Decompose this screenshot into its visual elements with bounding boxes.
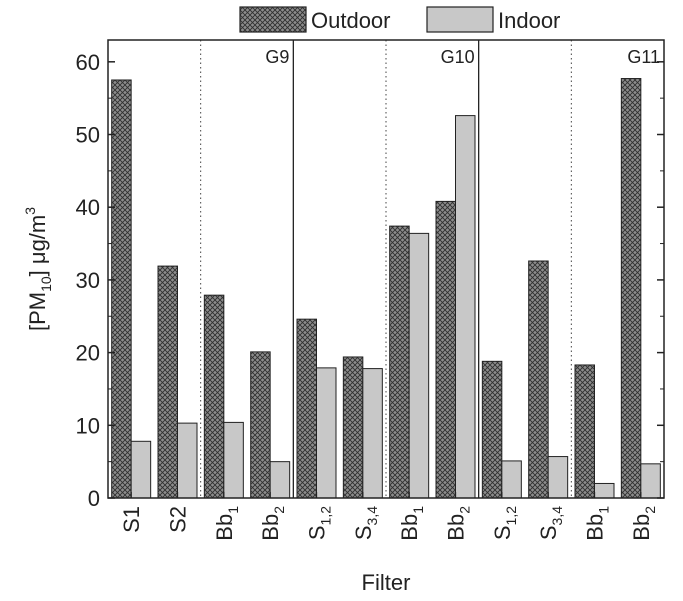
bar-outdoor-1 (157, 265, 178, 499)
y-axis: 0 10 20 30 40 50 60 (76, 50, 664, 511)
bar-indoor-9 (547, 456, 569, 499)
x-tick-label-1: S2 (166, 506, 191, 533)
legend-label-outdoor: Outdoor (311, 8, 391, 33)
x-tick-label-4: S1,2 (305, 506, 334, 540)
y-tick-label-10: 10 (76, 413, 100, 438)
y-axis-title: [PM10] μg/m3 (22, 207, 54, 331)
plot-frame (107, 39, 665, 499)
y-tick-label-60: 60 (76, 50, 100, 75)
x-tick-label-10: Bb1 (583, 506, 612, 541)
bar-outdoor-5 (342, 356, 364, 499)
y-axis-title-base: [PM (25, 292, 50, 331)
x-axis-title: Filter (362, 570, 411, 595)
bar-outdoor-2 (203, 294, 225, 499)
bar-outdoor-3 (250, 351, 271, 499)
x-tick-label-2: Bb1 (212, 506, 241, 541)
x-tick-label-7: Bb2 (444, 506, 473, 541)
y-axis-title-sub: 10 (38, 276, 54, 292)
bar-indoor-7 (455, 115, 476, 499)
x-tick-label-0: S1 (119, 506, 144, 533)
bar-outdoor-6 (389, 225, 410, 499)
group-label-0: G9 (265, 47, 289, 67)
group-separators (200, 40, 572, 498)
bar-indoor-3 (269, 461, 291, 499)
legend-swatch-indoor (426, 6, 494, 33)
legend: Outdoor Indoor (239, 6, 560, 33)
bar-outdoor-8 (481, 360, 503, 499)
bar-indoor-2 (223, 421, 244, 499)
y-tick-label-40: 40 (76, 195, 100, 220)
x-tick-label-8: S1,2 (490, 506, 519, 540)
bar-outdoor-11 (620, 78, 642, 499)
y-axis-title-sup: 3 (22, 207, 38, 215)
bar-outdoor-7 (435, 200, 456, 499)
x-tick-label-11: Bb2 (629, 506, 658, 541)
x-tick-label-6: Bb1 (397, 506, 426, 541)
bar-outdoor-9 (528, 260, 549, 499)
x-tick-label-5: S3,4 (351, 506, 380, 540)
legend-swatch-outdoor (239, 6, 307, 33)
x-axis: S1 S2 Bb1 Bb2 S1,2 S3,4 Bb1 Bb2 S1,2 S3,4 Bb1 Bb2 (119, 492, 658, 541)
bar-outdoor-4 (296, 318, 317, 499)
bar-indoor-10 (594, 482, 615, 499)
bar-indoor-1 (177, 422, 198, 499)
bar-indoor-5 (362, 368, 383, 499)
bar-outdoor-0 (111, 79, 132, 499)
y-tick-label-50: 50 (76, 123, 100, 148)
y-tick-label-30: 30 (76, 268, 100, 293)
x-tick-label-3: Bb2 (258, 506, 287, 541)
bar-indoor-11 (640, 463, 661, 499)
bar-outdoor-10 (574, 364, 595, 499)
bar-indoor-0 (130, 440, 152, 499)
group-label-2: G11 (627, 47, 660, 67)
group-label-1: G10 (441, 47, 475, 67)
y-tick-label-20: 20 (76, 341, 100, 366)
y-tick-label-0: 0 (88, 486, 100, 511)
bar-indoor-6 (408, 232, 430, 499)
group-labels: G9 G10 G11 (265, 47, 660, 67)
bar-indoor-4 (316, 367, 337, 499)
x-tick-label-9: S3,4 (536, 506, 565, 540)
y-axis-title-rest: ] μg/m (25, 215, 50, 277)
legend-label-indoor: Indoor (498, 8, 560, 33)
bar-indoor-8 (501, 460, 522, 499)
